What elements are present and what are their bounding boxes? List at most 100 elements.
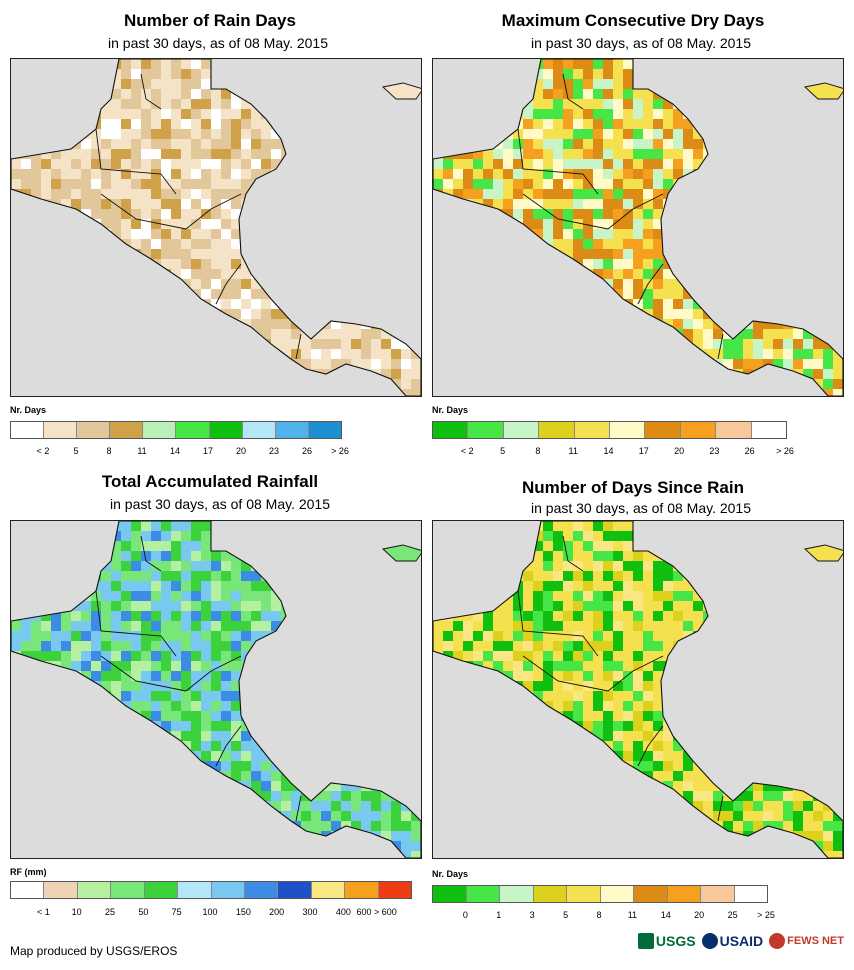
panel-days-since-rain: Number of Days Since Rain in past 30 day… — [423, 466, 844, 926]
coastline — [433, 59, 843, 396]
country-border — [100, 193, 187, 230]
usgs-label: USGS — [655, 933, 696, 949]
legend-swatch — [144, 882, 179, 898]
legend-tick-label: 20 — [235, 446, 247, 456]
legend-swatch — [680, 422, 717, 438]
gridded-values — [11, 521, 421, 858]
legend-swatch — [503, 422, 540, 438]
legend-tick-label: 8 — [596, 910, 602, 920]
legend-swatch — [539, 422, 575, 438]
legend-swatch — [11, 422, 45, 438]
country-border — [562, 73, 584, 110]
panel-subtitle: in past 30 days, as of 08 May. 2015 — [531, 35, 751, 51]
legend-swatch — [44, 882, 78, 898]
country-border — [517, 128, 599, 195]
legend-swatch — [468, 422, 504, 438]
legend-tick-label: 11 — [137, 446, 147, 456]
legend-tick-label: 150 — [235, 907, 251, 917]
fews-net-logo: FEWS NET — [769, 933, 844, 949]
legend-swatch — [278, 882, 312, 898]
legend-ticks: < 2 5 8 11 14 17 20 23 26 > 26 — [432, 446, 794, 458]
map-credit: Map produced by USGS/EROS — [10, 944, 178, 958]
map-canvas — [433, 521, 843, 858]
legend-swatch — [500, 886, 534, 902]
legend-tick-label: 5 — [563, 910, 569, 920]
fews-net-label: FEWS NET — [787, 935, 844, 947]
panel-subtitle: in past 30 days, as of 08 May. 2015 — [108, 35, 328, 51]
country-border — [295, 795, 302, 822]
legend-tick-label: 3 — [529, 910, 535, 920]
map-canvas — [433, 59, 843, 396]
legend-tick-label: 25 — [727, 910, 738, 920]
gridded-values — [433, 59, 843, 396]
legend-swatch — [211, 882, 245, 898]
legend-swatch — [751, 422, 787, 438]
legend-swatch — [176, 422, 210, 438]
legend-tick-label: 300 — [302, 907, 318, 917]
coastline — [433, 521, 843, 858]
panel-subtitle: in past 30 days, as of 08 May. 2015 — [531, 500, 751, 516]
country-border — [607, 193, 664, 230]
legend-swatch — [433, 422, 469, 438]
map-days-since-rain — [432, 520, 844, 859]
legend-tick-label: 75 — [171, 907, 182, 917]
country-border — [185, 655, 242, 692]
legend-ticks: < 2 5 8 11 14 17 20 23 26 > 26 — [10, 446, 349, 458]
legend-tick-label: 26 — [744, 446, 755, 456]
panel-title: Total Accumulated Rainfall — [101, 472, 319, 491]
legend-tick-label: 200 — [269, 907, 285, 917]
legend-ticks: < 1 10 25 50 75 100 150 200 300 400 600 > 600 — [10, 907, 410, 919]
country-border — [215, 263, 242, 305]
legend-swatch — [533, 886, 567, 902]
legend-tick-label: < 1 — [36, 907, 50, 917]
country-border — [215, 725, 242, 767]
gridded-values — [11, 59, 421, 396]
legend-tick-label: 50 — [138, 907, 149, 917]
legend-color-bar — [432, 885, 768, 903]
legend-tick-label: 14 — [169, 446, 181, 456]
legend-tick-label: 26 — [301, 446, 313, 456]
legend-swatch — [242, 422, 276, 438]
panel-title: Number of Rain Days — [124, 11, 296, 30]
legend-tick-label: 25 — [104, 907, 116, 917]
legend-swatch — [77, 882, 112, 898]
legend-title: Nr. Days — [432, 869, 469, 879]
country-border — [185, 193, 242, 230]
country-border — [140, 73, 162, 110]
island-jamaica — [804, 82, 843, 100]
country-border — [522, 193, 609, 230]
country-border — [95, 128, 177, 195]
legend-tick-label: 11 — [627, 910, 638, 920]
legend-title: Nr. Days — [10, 405, 47, 415]
legend-swatch — [11, 882, 45, 898]
legend-tick-label: > 26 — [776, 446, 794, 456]
island-jamaica — [382, 544, 421, 562]
usgs-logo: USGS — [637, 933, 696, 949]
legend-tick-label: 20 — [694, 910, 705, 920]
legend-tick-label: 5 — [500, 446, 506, 456]
legend-swatch — [567, 886, 601, 902]
country-border — [95, 590, 177, 657]
coastline — [11, 521, 421, 858]
map-total-rainfall — [10, 520, 422, 859]
country-border — [717, 795, 724, 822]
legend-swatch — [77, 422, 111, 438]
legend-swatch — [634, 886, 668, 902]
panel-dry-days: Maximum Consecutive Dry Days in past 30 … — [423, 0, 844, 460]
usaid-icon — [701, 933, 718, 949]
legend-swatch — [111, 882, 145, 898]
legend-tick-label: 8 — [106, 446, 112, 456]
panel-rain-days: Number of Rain Days in past 30 days, as … — [0, 0, 422, 460]
legend-swatch — [734, 886, 767, 902]
usaid-logo: USAID — [701, 933, 763, 949]
legend-tick-label: > 25 — [757, 910, 775, 920]
legend-swatch — [645, 422, 681, 438]
legend-tick-label: 0 — [462, 910, 468, 920]
panel-title: Number of Days Since Rain — [521, 478, 744, 497]
legend-color-bar — [432, 421, 787, 439]
legend-tick-label: 17 — [638, 446, 649, 456]
country-border — [517, 590, 599, 657]
legend-swatch — [667, 886, 701, 902]
logo-strip: USGS USAID FEWS NET — [637, 933, 844, 949]
legend-tick-label: 1 — [496, 910, 502, 920]
